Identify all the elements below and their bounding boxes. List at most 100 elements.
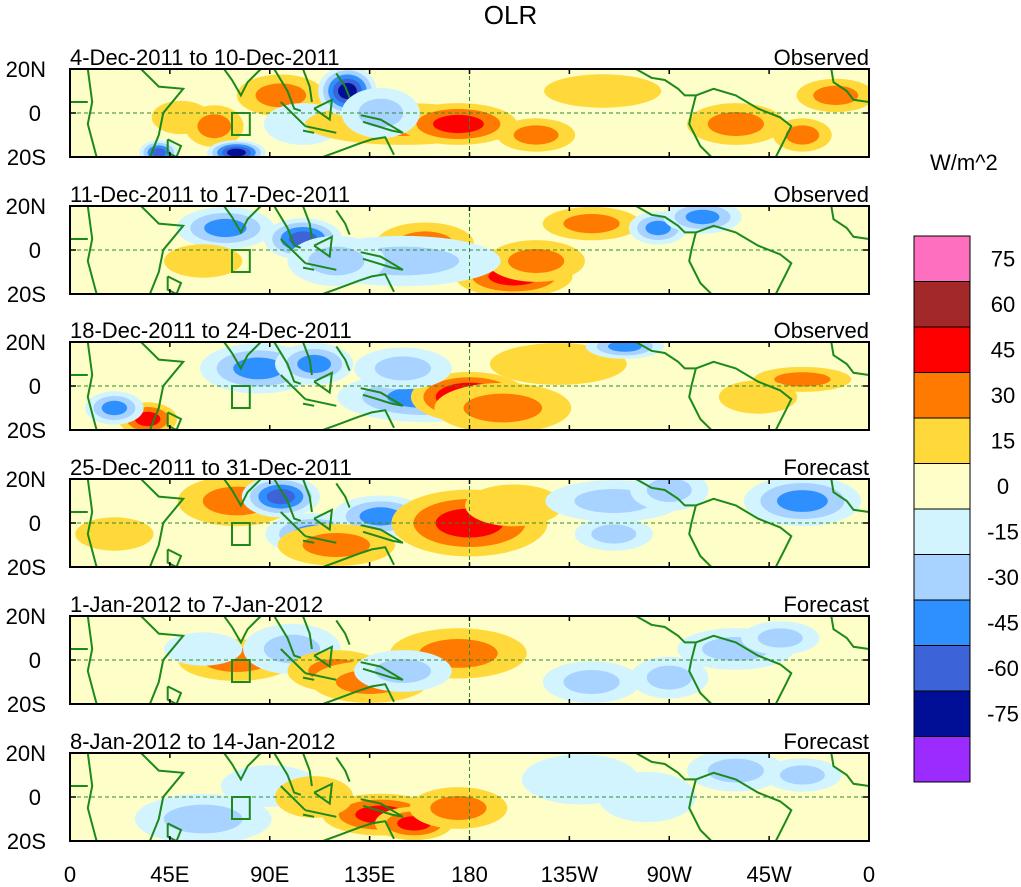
anomaly-contour xyxy=(151,148,166,157)
y-tick-label: 0 xyxy=(29,238,41,263)
anomaly-contour xyxy=(101,400,128,416)
coastline xyxy=(280,785,307,811)
anomaly-contour xyxy=(430,796,487,820)
panel-6: 20N 0 20S 8-Jan-2012 to 14-Jan-2012 Forecast xyxy=(6,729,870,854)
anomaly-contour xyxy=(591,524,637,544)
coastline xyxy=(86,753,98,841)
coastline xyxy=(322,683,395,704)
coastline xyxy=(166,275,183,294)
x-tick-label: 180 xyxy=(451,862,488,887)
x-tick-label: 135E xyxy=(344,862,395,887)
coastline xyxy=(140,342,186,430)
coastline xyxy=(302,616,313,650)
coastline xyxy=(302,402,315,407)
panel-period: 11-Dec-2011 to 17-Dec-2011 xyxy=(70,182,350,207)
panel-field xyxy=(70,69,869,157)
coastline xyxy=(830,342,869,376)
coastline xyxy=(322,546,395,567)
coastline xyxy=(305,398,337,407)
anomaly-contour xyxy=(163,804,243,834)
y-tick-label: 0 xyxy=(29,511,41,536)
panel-period: 18-Dec-2011 to 24-Dec-2011 xyxy=(70,318,352,343)
coastline xyxy=(302,813,315,818)
y-tick-label: 20N xyxy=(6,741,46,766)
y-tick-label: 20S xyxy=(7,145,46,170)
coastline xyxy=(695,634,793,704)
coastline xyxy=(86,206,98,294)
coastline xyxy=(695,360,793,430)
colorbar-level-label: -30 xyxy=(987,565,1019,590)
coastline xyxy=(360,661,404,681)
colorbar-level-label: -75 xyxy=(987,702,1019,727)
coastline xyxy=(86,342,98,430)
coastline xyxy=(140,479,186,567)
anomaly-contour xyxy=(779,765,825,785)
coastline xyxy=(695,224,793,294)
anomaly-contour xyxy=(645,220,671,236)
coastline xyxy=(335,72,351,98)
coastline xyxy=(140,69,186,157)
anomaly-contour xyxy=(134,411,161,427)
colorbar-level-label: -45 xyxy=(987,611,1019,636)
coastline xyxy=(302,676,315,681)
coastline xyxy=(280,374,307,400)
coastline xyxy=(222,69,263,98)
coastline xyxy=(830,753,869,787)
coastline xyxy=(313,98,334,122)
anomaly-contour xyxy=(718,380,798,414)
coastline xyxy=(335,482,351,508)
coastline xyxy=(86,69,98,157)
coastline xyxy=(222,342,263,371)
y-tick-label: 0 xyxy=(29,785,41,810)
colorbar-level-label: -60 xyxy=(987,656,1019,681)
panel-kind: Forecast xyxy=(783,455,869,480)
panel-5: 20N 0 20S 1-Jan-2012 to 7-Jan-2012 Forecast xyxy=(6,592,870,717)
coastline xyxy=(305,672,337,681)
anomaly-contour xyxy=(297,354,332,374)
anomaly-contour xyxy=(164,244,243,278)
x-tick-label: 45W xyxy=(747,862,792,887)
panel-kind: Observed xyxy=(774,45,869,70)
panel-period: 4-Dec-2011 to 10-Dec-2011 xyxy=(70,45,339,70)
coastline xyxy=(140,616,186,704)
y-tick-label: 20S xyxy=(7,282,46,307)
coastline xyxy=(335,345,351,371)
x-tick-label: 0 xyxy=(64,862,76,887)
x-tick-label: 0 xyxy=(863,862,875,887)
anomaly-contour xyxy=(75,517,154,551)
coastline xyxy=(222,616,263,645)
coastline xyxy=(335,619,351,645)
anomaly-contour xyxy=(707,758,764,783)
panel-1: 20N 0 20S 4-Dec-2011 to 10-Dec-2011 Observed xyxy=(6,45,870,170)
coastline xyxy=(140,753,186,841)
anomaly-contour xyxy=(757,628,803,648)
colorbar-level-label: 15 xyxy=(991,429,1015,454)
y-tick-label: 20N xyxy=(6,604,46,629)
anomaly-contour xyxy=(563,670,620,694)
chart-title: OLR xyxy=(483,0,538,30)
coastline xyxy=(273,616,302,659)
colorbar-level-label: 0 xyxy=(997,474,1009,499)
coastline xyxy=(635,206,696,234)
coastline xyxy=(166,411,183,430)
x-tick-label: 90W xyxy=(647,862,692,887)
y-tick-label: 0 xyxy=(29,374,41,399)
anomaly-contour xyxy=(489,343,627,385)
coastline xyxy=(635,479,696,507)
coastline xyxy=(322,409,395,430)
coastline xyxy=(335,756,351,782)
y-tick-label: 20N xyxy=(6,194,46,219)
anomaly-contour xyxy=(646,665,692,690)
anomaly-contour xyxy=(359,507,402,526)
anomaly-contour xyxy=(513,125,559,145)
coastline xyxy=(302,129,315,134)
anomaly-contour xyxy=(465,484,563,527)
coastline xyxy=(335,209,351,235)
anomaly-contour xyxy=(785,125,820,145)
coastline xyxy=(86,479,98,567)
coastline xyxy=(830,616,869,650)
panel-2: 20N 0 20S 11-Dec-2011 to 17-Dec-2011 Observe… xyxy=(6,182,870,307)
anomaly-contour xyxy=(813,85,859,105)
coastline xyxy=(280,101,307,127)
